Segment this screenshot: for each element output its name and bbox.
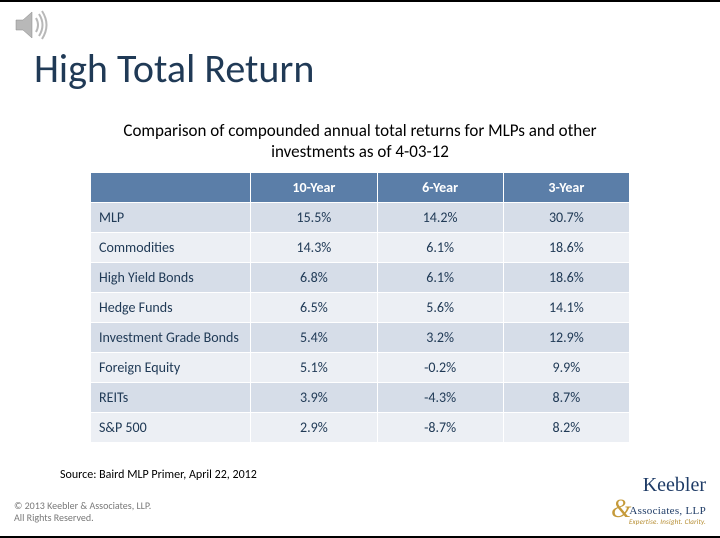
row-value: 14.3%	[251, 233, 377, 263]
row-value: -4.3%	[377, 383, 503, 413]
copyright: © 2013 Keebler & Associates, LLP. All Ri…	[14, 500, 151, 524]
table-row: MLP15.5%14.2%30.7%	[91, 203, 630, 233]
table-row: Hedge Funds6.5%5.6%14.1%	[91, 293, 630, 323]
row-label: High Yield Bonds	[91, 263, 251, 293]
row-label: Commodities	[91, 233, 251, 263]
row-value: 12.9%	[503, 323, 629, 353]
row-value: 6.8%	[251, 263, 377, 293]
row-label: Foreign Equity	[91, 353, 251, 383]
header-col-3yr: 3-Year	[503, 173, 629, 203]
subtitle: Comparison of compounded annual total re…	[0, 120, 720, 163]
source-citation: Source: Baird MLP Primer, April 22, 2012	[60, 468, 257, 482]
table-header-row: 10-Year 6-Year 3-Year	[91, 173, 630, 203]
row-value: 2.9%	[251, 413, 377, 443]
row-value: 30.7%	[503, 203, 629, 233]
row-value: 3.2%	[377, 323, 503, 353]
row-value: 5.6%	[377, 293, 503, 323]
logo-ampersand: &	[611, 497, 631, 520]
logo-line2: &Associates, LLP	[611, 494, 706, 517]
row-value: 6.1%	[377, 233, 503, 263]
row-value: 18.6%	[503, 263, 629, 293]
row-value: -8.7%	[377, 413, 503, 443]
header-col-6yr: 6-Year	[377, 173, 503, 203]
table-row: REITs3.9%-4.3%8.7%	[91, 383, 630, 413]
row-value: 15.5%	[251, 203, 377, 233]
table-row: Investment Grade Bonds5.4%3.2%12.9%	[91, 323, 630, 353]
logo-line1: Keebler	[611, 476, 706, 494]
subtitle-line2: investments as of 4-03-12	[271, 141, 449, 162]
row-value: 3.9%	[251, 383, 377, 413]
header-blank	[91, 173, 251, 203]
subtitle-line1: Comparison of compounded annual total re…	[123, 120, 596, 141]
row-label: Investment Grade Bonds	[91, 323, 251, 353]
row-label: REITs	[91, 383, 251, 413]
audio-icon[interactable]	[10, 8, 50, 42]
row-value: 5.1%	[251, 353, 377, 383]
row-value: 18.6%	[503, 233, 629, 263]
table-row: Commodities14.3%6.1%18.6%	[91, 233, 630, 263]
row-value: 6.1%	[377, 263, 503, 293]
logo-associates: Associates, LLP	[629, 505, 706, 517]
copyright-line2: All Rights Reserved.	[14, 511, 94, 524]
row-value: 5.4%	[251, 323, 377, 353]
row-value: 6.5%	[251, 293, 377, 323]
returns-table: 10-Year 6-Year 3-Year MLP15.5%14.2%30.7%…	[90, 172, 630, 443]
row-label: MLP	[91, 203, 251, 233]
company-logo: Keebler &Associates, LLP Expertise. Insi…	[611, 476, 706, 526]
header-col-10yr: 10-Year	[251, 173, 377, 203]
row-value: 8.7%	[503, 383, 629, 413]
row-value: -0.2%	[377, 353, 503, 383]
table-row: Foreign Equity5.1%-0.2%9.9%	[91, 353, 630, 383]
row-label: Hedge Funds	[91, 293, 251, 323]
page-title: High Total Return	[34, 44, 314, 93]
row-value: 14.2%	[377, 203, 503, 233]
row-value: 9.9%	[503, 353, 629, 383]
row-label: S&P 500	[91, 413, 251, 443]
table-row: High Yield Bonds6.8%6.1%18.6%	[91, 263, 630, 293]
row-value: 8.2%	[503, 413, 629, 443]
row-value: 14.1%	[503, 293, 629, 323]
table-row: S&P 5002.9%-8.7%8.2%	[91, 413, 630, 443]
slide: High Total Return Comparison of compound…	[0, 2, 720, 536]
